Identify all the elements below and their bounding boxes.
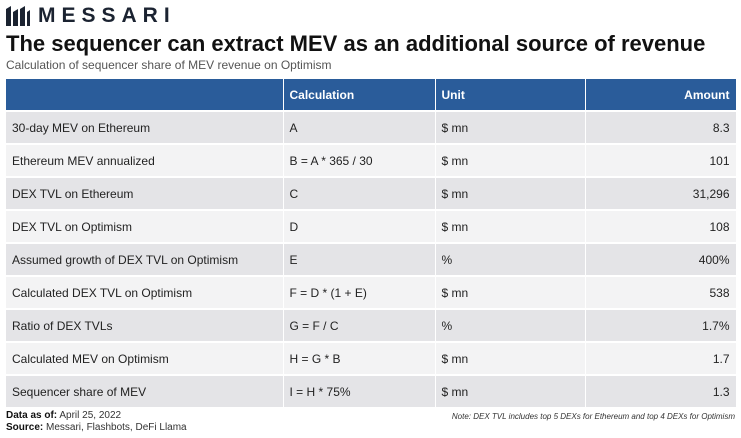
header-amount: Amount xyxy=(585,79,737,111)
table-row: Sequencer share of MEV I = H * 75% $ mn … xyxy=(6,374,737,407)
data-as-of-label: Data as of: xyxy=(6,410,58,421)
brand-name: MESSARI xyxy=(38,4,176,27)
cell-unit: $ mn xyxy=(435,176,586,210)
cell-calculation: B = A * 365 / 30 xyxy=(283,143,436,177)
header-unit: Unit xyxy=(435,79,586,111)
cell-unit: $ mn xyxy=(435,110,586,144)
data-as-of: Data as of: April 25, 2022 xyxy=(6,410,187,422)
cell-metric: Ethereum MEV annualized xyxy=(6,143,284,177)
cell-amount: 1.7% xyxy=(585,308,737,342)
table-row: Calculated MEV on Optimism H = G * B $ m… xyxy=(6,341,737,375)
cell-amount: 31,296 xyxy=(585,176,737,210)
mev-table: Calculation Unit Amount 30-day MEV on Et… xyxy=(6,79,737,407)
cell-amount: 400% xyxy=(585,242,737,276)
table-row: Ethereum MEV annualized B = A * 365 / 30… xyxy=(6,143,737,177)
messari-logo: MESSARI xyxy=(6,4,176,27)
cell-amount: 1.3 xyxy=(585,374,737,407)
cell-unit: $ mn xyxy=(435,374,586,407)
cell-calculation: I = H * 75% xyxy=(283,374,436,407)
cell-unit: % xyxy=(435,242,586,276)
cell-amount: 101 xyxy=(585,143,737,177)
page-subtitle: Calculation of sequencer share of MEV re… xyxy=(6,58,332,72)
cell-metric: Calculated DEX TVL on Optimism xyxy=(6,275,284,309)
cell-amount: 8.3 xyxy=(585,110,737,144)
cell-calculation: F = D * (1 + E) xyxy=(283,275,436,309)
table-row: Assumed growth of DEX TVL on Optimism E … xyxy=(6,242,737,276)
footer-credits: Data as of: April 25, 2022 Source: Messa… xyxy=(6,410,187,434)
table-header-row: Calculation Unit Amount xyxy=(6,79,737,111)
cell-unit: $ mn xyxy=(435,209,586,243)
cell-unit: $ mn xyxy=(435,275,586,309)
cell-unit: $ mn xyxy=(435,143,586,177)
header-metric xyxy=(6,79,284,111)
cell-calculation: H = G * B xyxy=(283,341,436,375)
source-line: Source: Messari, Flashbots, DeFi Llama xyxy=(6,422,187,434)
cell-metric: Sequencer share of MEV xyxy=(6,374,284,407)
source-value: Messari, Flashbots, DeFi Llama xyxy=(46,422,187,433)
cell-metric: Ratio of DEX TVLs xyxy=(6,308,284,342)
footer-note: Note: DEX TVL includes top 5 DEXs for Et… xyxy=(451,412,735,421)
cell-calculation: D xyxy=(283,209,436,243)
cell-metric: Calculated MEV on Optimism xyxy=(6,341,284,375)
header-calculation: Calculation xyxy=(283,79,436,111)
table-row: 30-day MEV on Ethereum A $ mn 8.3 xyxy=(6,110,737,144)
messari-logo-icon xyxy=(6,6,30,26)
cell-unit: $ mn xyxy=(435,341,586,375)
cell-metric: DEX TVL on Ethereum xyxy=(6,176,284,210)
table-row: Calculated DEX TVL on Optimism F = D * (… xyxy=(6,275,737,309)
cell-amount: 108 xyxy=(585,209,737,243)
cell-calculation: G = F / C xyxy=(283,308,436,342)
cell-calculation: E xyxy=(283,242,436,276)
cell-unit: % xyxy=(435,308,586,342)
table-row: Ratio of DEX TVLs G = F / C % 1.7% xyxy=(6,308,737,342)
cell-amount: 1.7 xyxy=(585,341,737,375)
table-row: DEX TVL on Optimism D $ mn 108 xyxy=(6,209,737,243)
cell-metric: 30-day MEV on Ethereum xyxy=(6,110,284,144)
page-title: The sequencer can extract MEV as an addi… xyxy=(6,31,706,56)
cell-metric: DEX TVL on Optimism xyxy=(6,209,284,243)
cell-calculation: C xyxy=(283,176,436,210)
source-label: Source: xyxy=(6,422,44,433)
cell-calculation: A xyxy=(283,110,436,144)
cell-metric: Assumed growth of DEX TVL on Optimism xyxy=(6,242,284,276)
table-row: DEX TVL on Ethereum C $ mn 31,296 xyxy=(6,176,737,210)
data-as-of-value: April 25, 2022 xyxy=(59,410,122,421)
cell-amount: 538 xyxy=(585,275,737,309)
